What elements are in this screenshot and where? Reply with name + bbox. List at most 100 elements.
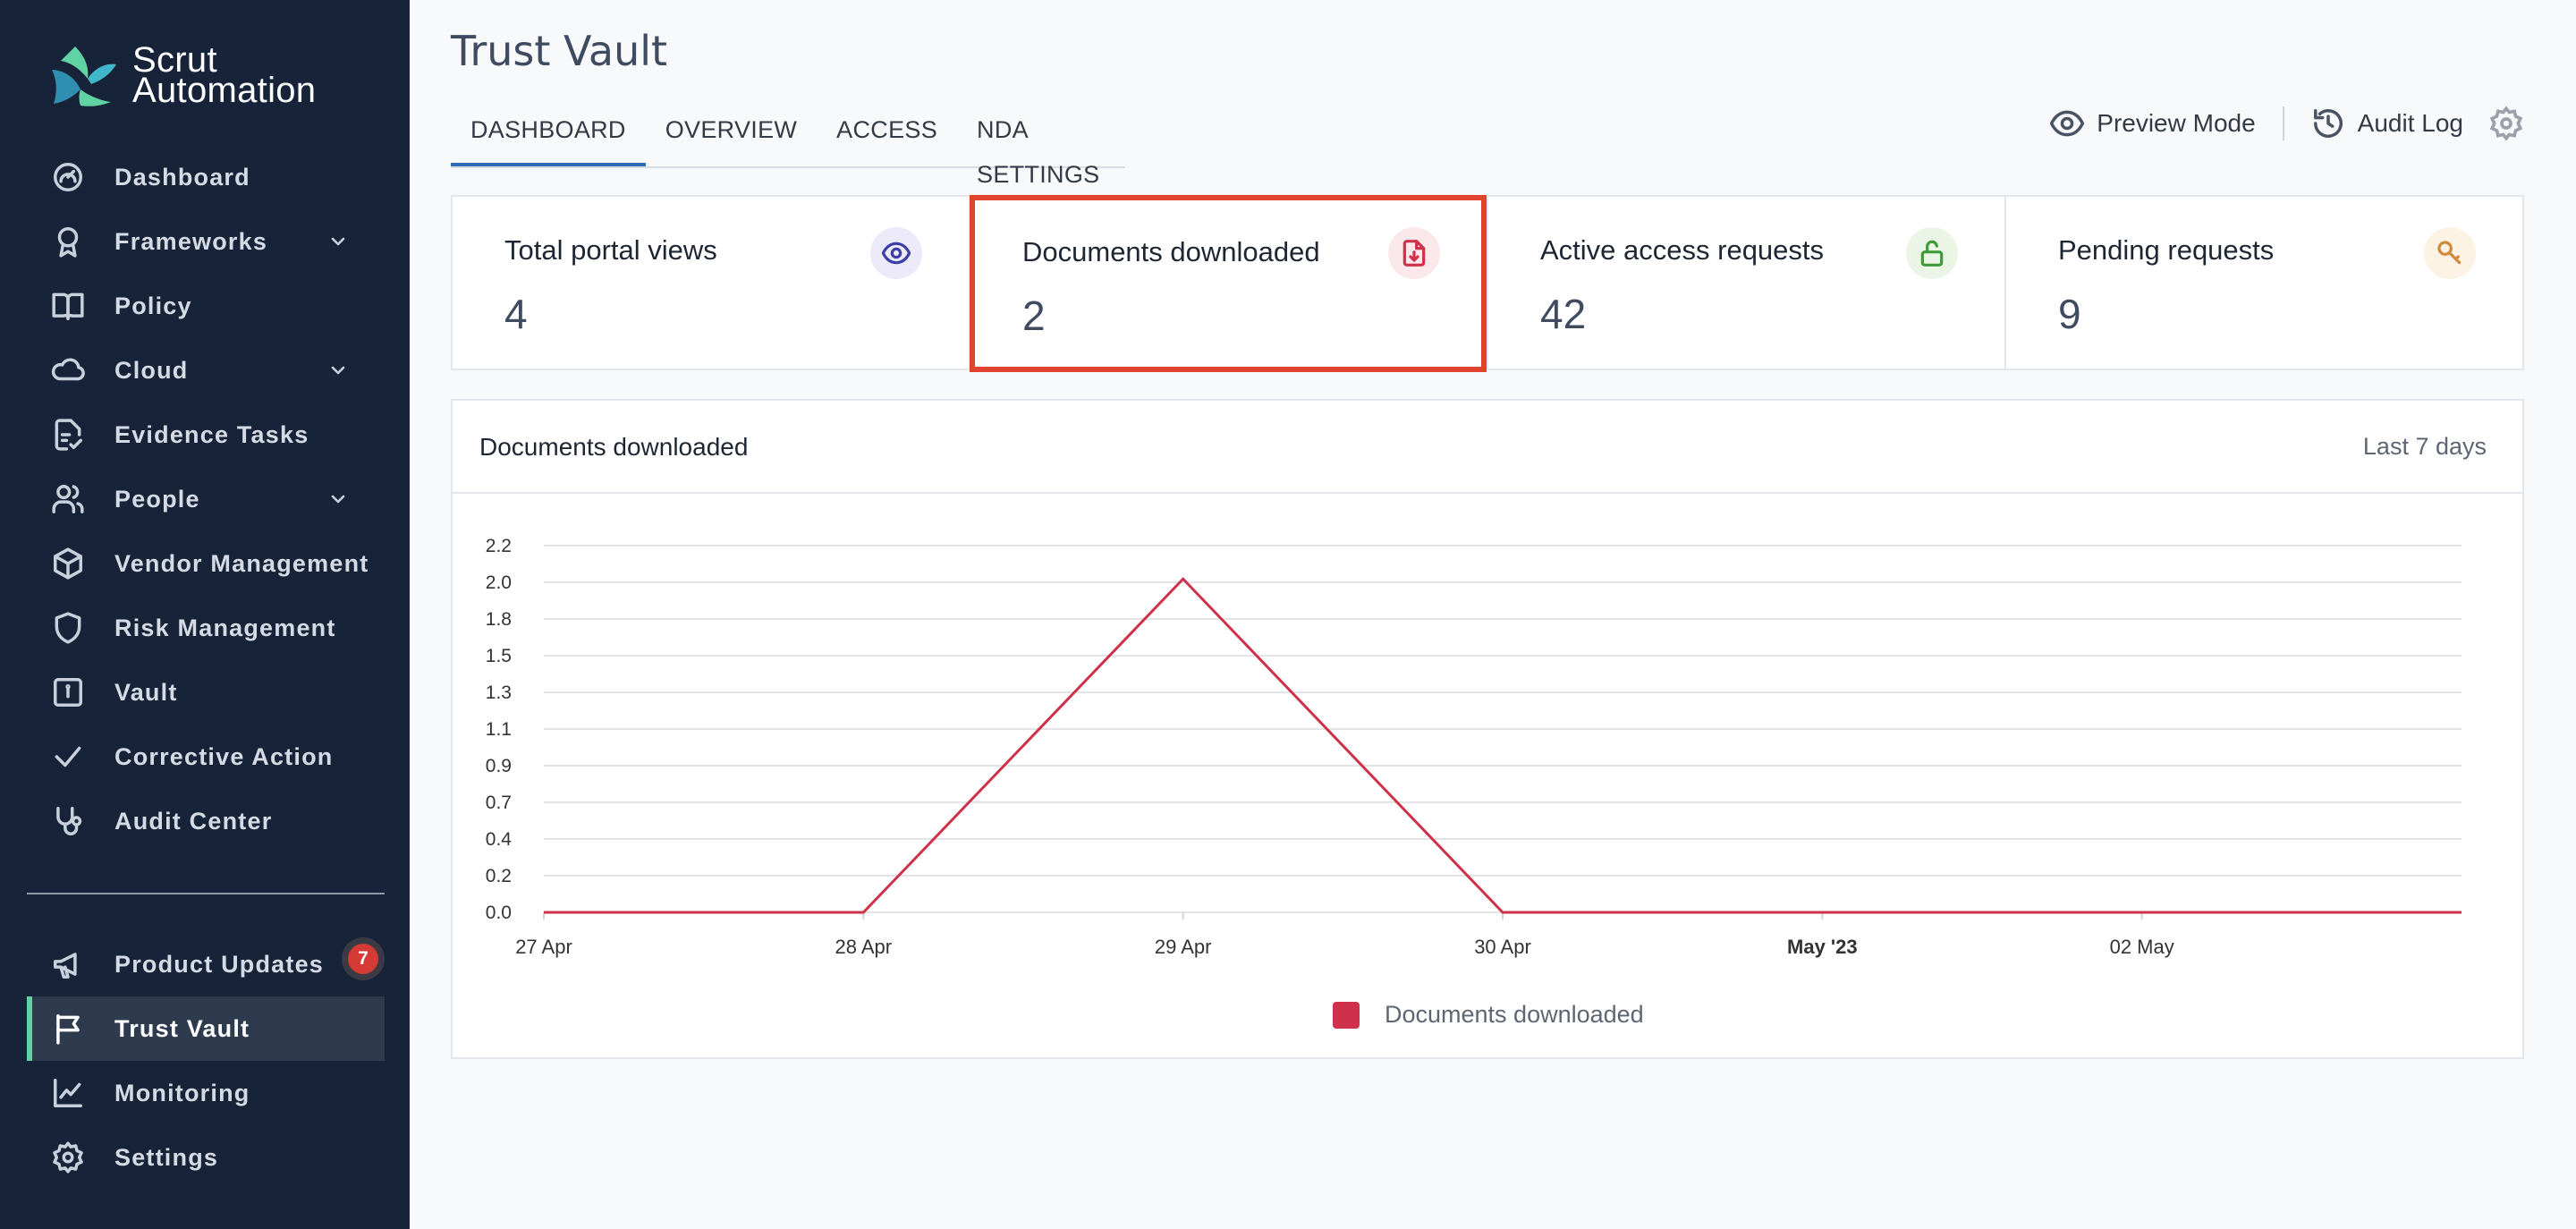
sidebar: Scrut Automation Dashboard Frameworks Po…: [0, 0, 410, 1229]
stat-card-portal-views[interactable]: Total portal views 4: [453, 197, 970, 369]
sidebar-item-corrective-action[interactable]: Corrective Action: [27, 725, 385, 789]
x-tick-label: 29 Apr: [1155, 936, 1212, 958]
y-tick-label: 0.0: [486, 903, 512, 923]
chart-card: Documents downloaded Last 7 days 0.0 0.2 0…: [451, 399, 2524, 1059]
sidebar-item-people[interactable]: People: [27, 467, 385, 531]
line-chart-icon: [48, 1073, 88, 1113]
stat-label: Pending requests: [2058, 234, 2275, 266]
sidebar-item-label: Vendor Management: [114, 549, 369, 577]
sidebar-item-settings[interactable]: Settings: [27, 1125, 385, 1190]
preview-mode-button[interactable]: Preview Mode: [2050, 106, 2256, 140]
x-tick-label: May '23: [1787, 936, 1858, 958]
x-tick-label: 27 Apr: [515, 936, 572, 958]
stat-value: 9: [2058, 291, 2081, 337]
sidebar-item-vault[interactable]: Vault: [27, 660, 385, 725]
header-actions: Preview Mode Audit Log: [2050, 102, 2524, 145]
sidebar-nav: Dashboard Frameworks Policy Cloud Eviden…: [27, 145, 385, 853]
sidebar-item-trust-vault[interactable]: Trust Vault: [27, 996, 385, 1061]
sidebar-item-label: Corrective Action: [114, 742, 334, 770]
vault-icon: [48, 673, 88, 712]
stat-value: 42: [1540, 291, 1587, 337]
eye-icon: [870, 227, 922, 279]
y-tick-label: 1.8: [486, 609, 512, 630]
audit-log-button[interactable]: Audit Log: [2311, 106, 2463, 140]
sidebar-item-policy[interactable]: Policy: [27, 274, 385, 338]
sidebar-item-label: Risk Management: [114, 614, 336, 641]
gauge-icon: [48, 157, 88, 197]
sidebar-item-label: Monitoring: [114, 1079, 250, 1106]
users-icon: [48, 479, 88, 519]
sidebar-item-frameworks[interactable]: Frameworks: [27, 209, 385, 274]
sidebar-item-label: Evidence Tasks: [114, 420, 309, 448]
key-icon: [2424, 227, 2476, 279]
file-download-icon: [1388, 227, 1440, 279]
stat-card-documents-downloaded[interactable]: Documents downloaded 2: [970, 197, 1488, 369]
scrut-logo-icon: [52, 47, 116, 106]
tab-overview[interactable]: OVERVIEW: [665, 116, 798, 143]
chart-title: Documents downloaded: [479, 433, 749, 461]
chart-header: Documents downloaded Last 7 days: [453, 401, 2522, 494]
cloud-icon: [48, 351, 88, 390]
tab-bar: DASHBOARD OVERVIEW ACCESS NDA SETTINGS: [451, 107, 1125, 188]
eye-icon: [2050, 110, 2085, 137]
chevron-down-icon[interactable]: [327, 231, 349, 252]
book-icon: [48, 286, 88, 326]
sidebar-item-risk-management[interactable]: Risk Management: [27, 596, 385, 660]
stat-label: Documents downloaded: [1022, 236, 1320, 267]
y-tick-label: 0.9: [486, 756, 512, 776]
series-line: [544, 577, 2462, 914]
check-icon: [48, 737, 88, 776]
y-tick-label: 1.3: [486, 682, 512, 703]
tab-access[interactable]: ACCESS: [836, 116, 938, 143]
stats-row: Total portal views 4 Documents downloade…: [451, 195, 2524, 370]
badge-count: 7: [348, 944, 378, 974]
sidebar-item-label: Frameworks: [114, 227, 268, 255]
settings-gear-icon[interactable]: [2488, 106, 2524, 141]
preview-mode-label: Preview Mode: [2097, 109, 2256, 137]
sidebar-item-label: Cloud: [114, 356, 189, 384]
history-icon: [2313, 109, 2343, 138]
stethoscope-icon: [48, 801, 88, 841]
sidebar-item-monitoring[interactable]: Monitoring: [27, 1061, 385, 1125]
megaphone-icon: [48, 945, 88, 984]
sidebar-item-dashboard[interactable]: Dashboard: [27, 145, 385, 209]
tab-dashboard[interactable]: DASHBOARD: [451, 107, 646, 166]
y-tick-label: 1.5: [486, 646, 512, 666]
brand-line2: Automation: [132, 71, 317, 110]
sidebar-item-label: Settings: [114, 1143, 219, 1171]
stat-value: 2: [1022, 292, 1046, 339]
y-tick-label: 1.1: [486, 719, 512, 740]
chevron-down-icon[interactable]: [327, 488, 349, 510]
sidebar-item-audit-center[interactable]: Audit Center: [27, 789, 385, 853]
x-tick-label: 28 Apr: [835, 936, 893, 958]
sidebar-item-cloud[interactable]: Cloud: [27, 338, 385, 403]
legend-swatch: [1333, 1002, 1360, 1029]
stat-card-active-access-requests[interactable]: Active access requests 42: [1488, 197, 2006, 369]
stat-card-pending-requests[interactable]: Pending requests 9: [2006, 197, 2522, 369]
page-title: Trust Vault: [451, 27, 668, 75]
unlock-icon: [1906, 227, 1958, 279]
chevron-down-icon[interactable]: [327, 360, 349, 381]
stat-label: Total portal views: [504, 234, 717, 266]
sidebar-item-vendor-management[interactable]: Vendor Management: [27, 531, 385, 596]
sidebar-item-label: Vault: [114, 678, 178, 706]
brand-logo[interactable]: Scrut Automation: [48, 42, 317, 110]
stat-label: Active access requests: [1540, 234, 1825, 266]
x-tick-label: 02 May: [2110, 936, 2174, 958]
award-icon: [48, 222, 88, 261]
y-tick-label: 0.7: [486, 792, 512, 813]
file-check-icon: [48, 415, 88, 454]
stat-value: 4: [504, 291, 528, 337]
legend-label: Documents downloaded: [1385, 1001, 1644, 1028]
line-chart: 0.0 0.2 0.4 0.7 0.9 1.1 1.3 1.5 1.8 2.0 2.2 27 Apr 2…: [486, 536, 2462, 1029]
x-tick-label: 30 Apr: [1474, 936, 1531, 958]
package-icon: [48, 544, 88, 583]
audit-log-label: Audit Log: [2357, 109, 2463, 137]
sidebar-item-label: Product Updates: [114, 950, 325, 978]
shield-icon: [48, 608, 88, 648]
tab-nda-settings[interactable]: NDA SETTINGS: [977, 116, 1100, 188]
chart-range-selector[interactable]: Last 7 days: [2362, 433, 2487, 460]
sidebar-item-evidence-tasks[interactable]: Evidence Tasks: [27, 403, 385, 467]
y-tick-label: 2.0: [486, 572, 512, 593]
sidebar-item-product-updates[interactable]: Product Updates 7: [27, 932, 385, 996]
